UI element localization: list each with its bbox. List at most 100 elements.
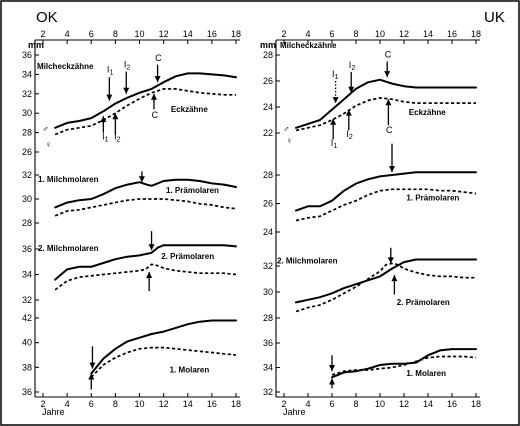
- panel-uk-3: 28 30 32 2. Milchmolaren 2. Prämolaren: [263, 247, 477, 323]
- arrowhead-icon: [348, 86, 355, 93]
- arrowhead-icon: [88, 373, 95, 380]
- y-tick-label: 26: [22, 147, 32, 157]
- y-tick-label: 30: [263, 287, 273, 297]
- bottom-x-tick-label: 10: [134, 399, 144, 409]
- series-group-label: Milcheckzähne: [37, 62, 94, 71]
- female-symbol-icon: ♀: [286, 135, 293, 145]
- tooth-annotation: I2: [346, 129, 353, 141]
- y-tick-label: 36: [22, 387, 32, 397]
- arrowhead-icon: [329, 365, 335, 372]
- unit-label-right: mm: [260, 40, 276, 50]
- y-tick-label: 32: [22, 89, 32, 99]
- bottom-x-tick-label: 16: [447, 399, 457, 409]
- y-tick-label: 32: [263, 261, 273, 271]
- y-tick-label: 34: [22, 270, 32, 280]
- y-tick-label: 32: [22, 170, 32, 180]
- tooth-annotation: C: [155, 53, 162, 63]
- tooth-annotation: I1: [102, 131, 109, 143]
- top-x-tick-label: 12: [159, 29, 169, 39]
- panel-ok-3: 32 34 36 2. Milchmolaren 2. Prämolaren: [22, 231, 237, 305]
- arrowhead-icon: [154, 76, 161, 83]
- y-tick-label: 24: [263, 227, 273, 237]
- arrowhead-icon: [112, 113, 119, 120]
- male-symbol-icon: ♂: [283, 124, 290, 134]
- heading-left: OK: [36, 9, 58, 26]
- series-group-label: 1. Prämolaren: [406, 194, 459, 203]
- y-tick-label: 32: [22, 295, 32, 305]
- y-tick-label: 36: [263, 338, 273, 348]
- tooth-annotation: I1: [332, 69, 339, 81]
- series-group-label-secondary: 2. Prämolaren: [161, 252, 214, 261]
- series-line-male: [295, 78, 477, 129]
- series-line-male: [54, 178, 237, 209]
- series-line-female: [54, 88, 236, 136]
- arrowhead-icon: [100, 116, 107, 123]
- y-tick-label: 28: [22, 218, 32, 228]
- series-group-label: 2. Milchmolaren: [277, 256, 338, 265]
- tooth-annotation: I1: [331, 138, 338, 150]
- bottom-x-tick-label: 18: [231, 399, 241, 409]
- y-tick-label: 34: [263, 363, 273, 373]
- y-tick-label: 28: [263, 170, 273, 180]
- x-title-left: Jahre: [42, 407, 65, 417]
- series-line-female: [90, 346, 237, 378]
- y-tick-label: 40: [22, 338, 32, 348]
- series-line-male: [54, 72, 237, 129]
- x-title-right: Jahre: [283, 407, 306, 417]
- male-symbol-icon: ♂: [42, 124, 49, 134]
- arrowhead-icon: [387, 257, 394, 264]
- bottom-x-tick-label: 4: [65, 399, 70, 409]
- top-x-tick-label: 12: [399, 29, 409, 39]
- top-x-tick-label: 8: [353, 29, 358, 39]
- tooth-annotation: I1: [107, 64, 114, 76]
- top-x-tick-label: 2: [281, 29, 286, 39]
- y-tick-label: 30: [22, 194, 32, 204]
- arrowhead-icon: [345, 109, 352, 116]
- tooth-annotation: C: [152, 110, 159, 120]
- arrowhead-icon: [391, 275, 398, 282]
- series-line-female: [331, 355, 477, 376]
- top-x-tick-label: 14: [423, 29, 433, 39]
- series-line-male: [54, 244, 237, 281]
- bottom-x-tick-label: 6: [329, 399, 334, 409]
- top-x-tick-label: 4: [305, 29, 310, 39]
- top-x-tick-label: 18: [231, 29, 241, 39]
- series-group-label-secondary: Eckzähne: [409, 108, 446, 117]
- y-tick-label: 36: [22, 50, 32, 60]
- left-panel-frame: mm Jahre 2 2 4 4 6 6 8 8 10 10 12 12 14 14 16 16 18 18: [28, 29, 241, 417]
- tooth-annotation: C: [385, 50, 392, 60]
- bottom-x-tick-label: 8: [353, 399, 358, 409]
- top-x-tick-label: 18: [471, 29, 481, 39]
- top-x-tick-label: 6: [329, 29, 334, 39]
- bottom-x-tick-label: 12: [159, 399, 169, 409]
- panel-uk-2: 24 26 28 1. Prämolaren: [263, 143, 477, 237]
- y-tick-label: 28: [22, 128, 32, 138]
- bottom-x-tick-label: 10: [375, 399, 385, 409]
- series-group-label: 1. Molaren: [406, 369, 446, 378]
- top-x-tick-label: 6: [89, 29, 94, 39]
- bottom-x-tick-label: 6: [89, 399, 94, 409]
- top-x-tick-label: 2: [40, 29, 45, 39]
- bottom-x-tick-label: 14: [423, 399, 433, 409]
- chart-panels: 262830323436MilcheckzähneEckzähne♂♀I1I2C…: [22, 41, 477, 397]
- panel-uk-4: 32 34 36 1. Molaren: [263, 338, 477, 397]
- arrowhead-icon: [329, 378, 335, 385]
- female-symbol-icon: ♀: [45, 140, 52, 150]
- panel-ok-1: 26 28 30 32 34 36 Milcheckzähne Eckzähne ♂ ♀ I1 I2 C…: [22, 50, 237, 157]
- top-x-tick-label: 10: [134, 29, 144, 39]
- series-line-female: [295, 188, 477, 222]
- tooth-annotation: I2: [114, 131, 121, 143]
- series-group-label-secondary: Eckzähne: [171, 105, 208, 114]
- bottom-x-tick-label: 16: [207, 399, 217, 409]
- series-group-label: 2. Milchmolaren: [38, 244, 99, 253]
- series-group-label: 1. Milchmolaren: [38, 175, 99, 184]
- series-line-female: [54, 263, 237, 291]
- y-tick-label: 24: [263, 102, 273, 112]
- arrowhead-icon: [332, 97, 339, 104]
- y-tick-label: 34: [22, 69, 32, 79]
- bottom-x-tick-label: 8: [113, 399, 118, 409]
- arrowhead-icon: [150, 93, 157, 100]
- panel-ok-4: 36 38 40 42 1. Molaren: [22, 313, 237, 397]
